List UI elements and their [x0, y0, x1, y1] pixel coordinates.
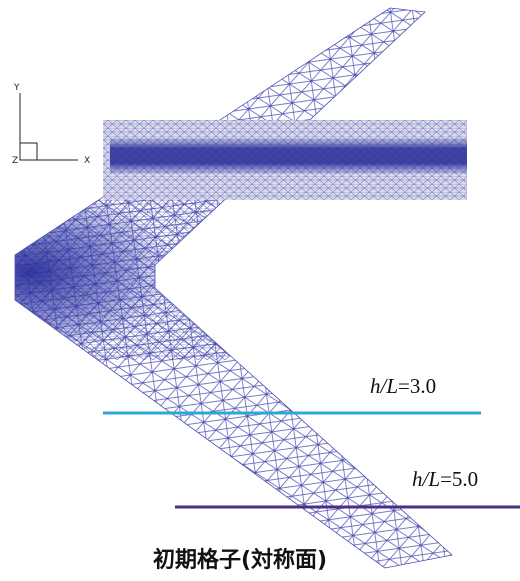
- page: Y X Z h/L=3.0 h/L=5.0 初期格子(対称面) (() => {…: [0, 0, 520, 581]
- level-label: h/L=3.0: [370, 374, 436, 398]
- level-value: =5.0: [440, 467, 478, 491]
- axis-label: X: [84, 156, 90, 166]
- level-value: =3.0: [398, 374, 436, 398]
- caption: 初期格子(対称面): [153, 547, 327, 573]
- inset: [103, 120, 467, 200]
- level-variable: h/L: [412, 467, 440, 491]
- axis-label: Y: [13, 83, 20, 93]
- figure: Y X Z h/L=3.0 h/L=5.0 初期格子(対称面): [0, 0, 520, 581]
- level-variable: h/L: [370, 374, 398, 398]
- mesh: [0, 0, 520, 581]
- axis-triad: [20, 93, 78, 160]
- level-label: h/L=5.0: [412, 467, 478, 491]
- axis-label: Z: [12, 156, 18, 166]
